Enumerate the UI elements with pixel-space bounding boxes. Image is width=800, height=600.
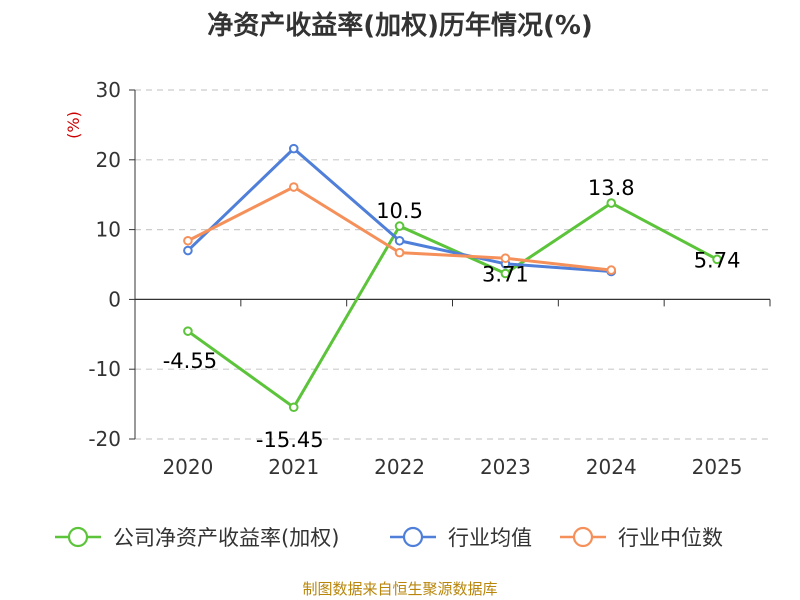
series-point-1	[183, 245, 193, 256]
series-point-1	[394, 235, 405, 246]
series-point-2	[606, 265, 617, 275]
x-tick-labels: 2020 2021 2022 2023 2024 2025	[162, 455, 742, 479]
data-label: 13.8	[588, 176, 635, 200]
x-tick-label: 2022	[374, 455, 425, 479]
source-note: 制图数据来自恒生聚源数据库	[302, 580, 497, 598]
series-point-0	[183, 326, 193, 336]
series-point-0	[500, 268, 511, 279]
y-tick-label: -20	[88, 427, 121, 451]
y-tick-label: 20	[96, 148, 121, 172]
series-point-1	[288, 143, 299, 154]
series-line-0	[186, 201, 719, 409]
legend[interactable]: 公司净资产收益率(加权) 行业均值 行业中位数	[55, 526, 723, 550]
legend-marker-1	[402, 526, 424, 548]
x-tick-label: 2024	[586, 455, 637, 479]
data-label: 10.5	[376, 199, 423, 223]
x-tick-label: 2023	[480, 455, 531, 479]
x-tick-label: 2025	[692, 455, 743, 479]
y-tick-label: 30	[96, 78, 121, 102]
y-tick-label: 10	[96, 218, 121, 242]
y-tick-labels: 30 20 10 0 -10 -20	[88, 78, 121, 451]
series-lines	[183, 143, 722, 413]
legend-marker-0	[67, 526, 89, 548]
x-tick-label: 2021	[268, 455, 319, 479]
data-labels: -4.55 -15.45 10.5 3.71 13.8 5.74	[163, 176, 741, 452]
grid-lines	[135, 89, 770, 440]
x-tick-label: 2020	[162, 455, 213, 479]
series-point-2	[288, 182, 299, 192]
legend-label-2: 行业中位数	[618, 526, 723, 550]
series-point-2	[394, 247, 405, 258]
data-label: 5.74	[694, 248, 741, 272]
y-tick-label: -10	[88, 357, 121, 381]
series-point-0	[712, 254, 722, 265]
axes	[129, 89, 771, 440]
legend-label-0: 公司净资产收益率(加权)	[113, 526, 339, 550]
series-point-0	[394, 221, 405, 231]
data-label: -4.55	[163, 349, 217, 373]
series-point-0	[288, 402, 299, 413]
series-point-2	[183, 235, 193, 246]
chart-title: 净资产收益率(加权)历年情况(%)	[207, 10, 593, 41]
series-point-0	[606, 198, 617, 208]
data-label: 3.71	[482, 263, 529, 287]
legend-marker-2	[572, 526, 594, 548]
data-label: -15.45	[256, 428, 324, 452]
y-tick-label: 0	[108, 287, 121, 311]
y-axis-unit: (%)	[64, 111, 83, 139]
legend-label-1: 行业均值	[448, 526, 532, 550]
series-point-2	[500, 253, 511, 264]
